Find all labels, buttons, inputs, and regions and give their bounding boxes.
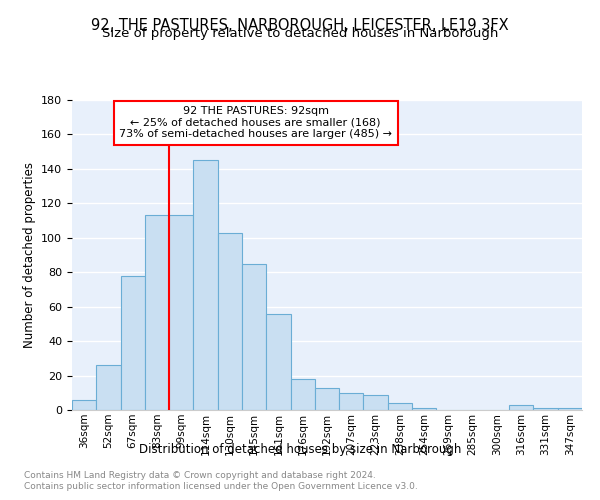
Bar [290, 379, 315, 410]
Bar [364, 394, 388, 410]
Text: Contains public sector information licensed under the Open Government Licence v3: Contains public sector information licen… [24, 482, 418, 491]
Text: 92, THE PASTURES, NARBOROUGH, LEICESTER, LE19 3FX: 92, THE PASTURES, NARBOROUGH, LEICESTER,… [91, 18, 509, 32]
Bar [533, 408, 558, 410]
Bar [266, 314, 290, 410]
Bar [193, 160, 218, 410]
Text: Distribution of detached houses by size in Narborough: Distribution of detached houses by size … [139, 442, 461, 456]
Text: Size of property relative to detached houses in Narborough: Size of property relative to detached ho… [102, 28, 498, 40]
Bar [412, 408, 436, 410]
Bar [388, 403, 412, 410]
Bar [96, 365, 121, 410]
Bar [509, 405, 533, 410]
Text: 92 THE PASTURES: 92sqm  
← 25% of detached houses are smaller (168)
73% of semi-: 92 THE PASTURES: 92sqm ← 25% of detached… [119, 106, 392, 140]
Bar [218, 232, 242, 410]
Text: Contains HM Land Registry data © Crown copyright and database right 2024.: Contains HM Land Registry data © Crown c… [24, 471, 376, 480]
Bar [169, 216, 193, 410]
Bar [315, 388, 339, 410]
Bar [339, 393, 364, 410]
Bar [121, 276, 145, 410]
Bar [242, 264, 266, 410]
Bar [145, 216, 169, 410]
Bar [558, 408, 582, 410]
Y-axis label: Number of detached properties: Number of detached properties [23, 162, 35, 348]
Bar [72, 400, 96, 410]
